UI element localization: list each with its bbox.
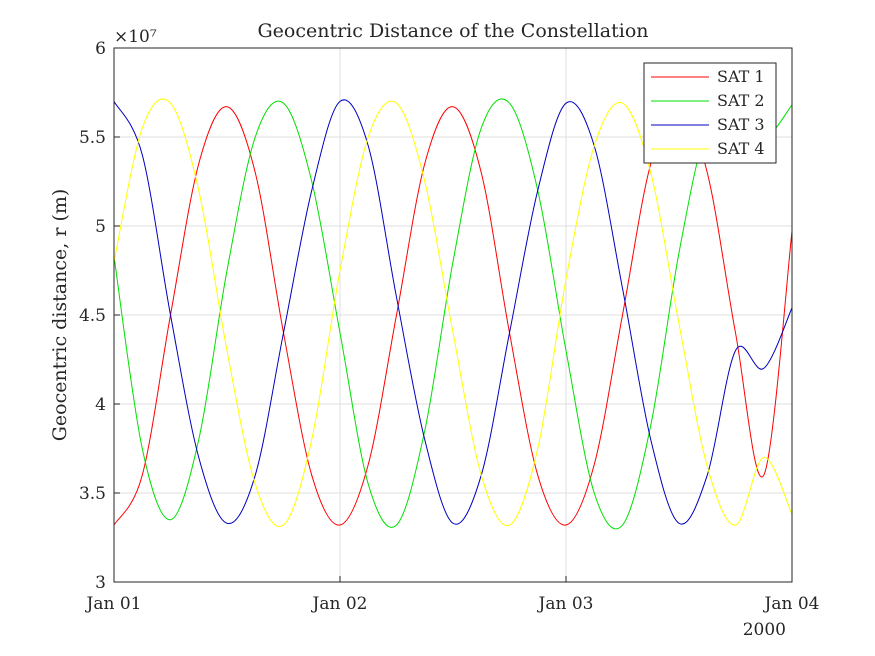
x-tick-label: Jan 04 bbox=[763, 594, 820, 614]
chart-title: Geocentric Distance of the Constellation bbox=[257, 20, 648, 42]
y-tick-label: 4 bbox=[95, 395, 106, 415]
legend-box bbox=[643, 62, 777, 164]
x-tick-label: Jan 03 bbox=[537, 594, 594, 614]
x-year-label: 2000 bbox=[743, 620, 786, 640]
series-line-sat-3 bbox=[113, 99, 793, 525]
y-tick-label: 4.5 bbox=[79, 306, 106, 326]
legend-label-sat-1: SAT 1 bbox=[717, 67, 765, 86]
y-tick-label: 6 bbox=[95, 39, 106, 59]
x-tick-label: Jan 01 bbox=[85, 594, 142, 614]
y-exponent-label: ×10⁷ bbox=[114, 27, 157, 47]
y-tick-label: 3.5 bbox=[79, 484, 106, 504]
series-line-sat-2 bbox=[113, 98, 793, 530]
legend-label-sat-3: SAT 3 bbox=[717, 115, 765, 134]
legend: SAT 1 SAT 2 SAT 3 SAT 4 bbox=[643, 62, 777, 164]
y-tick-label: 5 bbox=[95, 217, 106, 237]
series-line-sat-4 bbox=[113, 98, 793, 528]
y-tick-label: 3 bbox=[95, 573, 106, 593]
y-tick-label: 5.5 bbox=[79, 128, 106, 148]
x-tick-label: Jan 02 bbox=[311, 594, 368, 614]
ticks: 3 3.5 4 4.5 5 5.5 6 Jan 01 Jan 02 Jan 03 Jan 04 bbox=[79, 39, 820, 614]
legend-label-sat-4: SAT 4 bbox=[717, 139, 765, 158]
y-axis-label: Geocentric distance, r (m) bbox=[49, 189, 71, 442]
legend-label-sat-2: SAT 2 bbox=[717, 91, 765, 110]
